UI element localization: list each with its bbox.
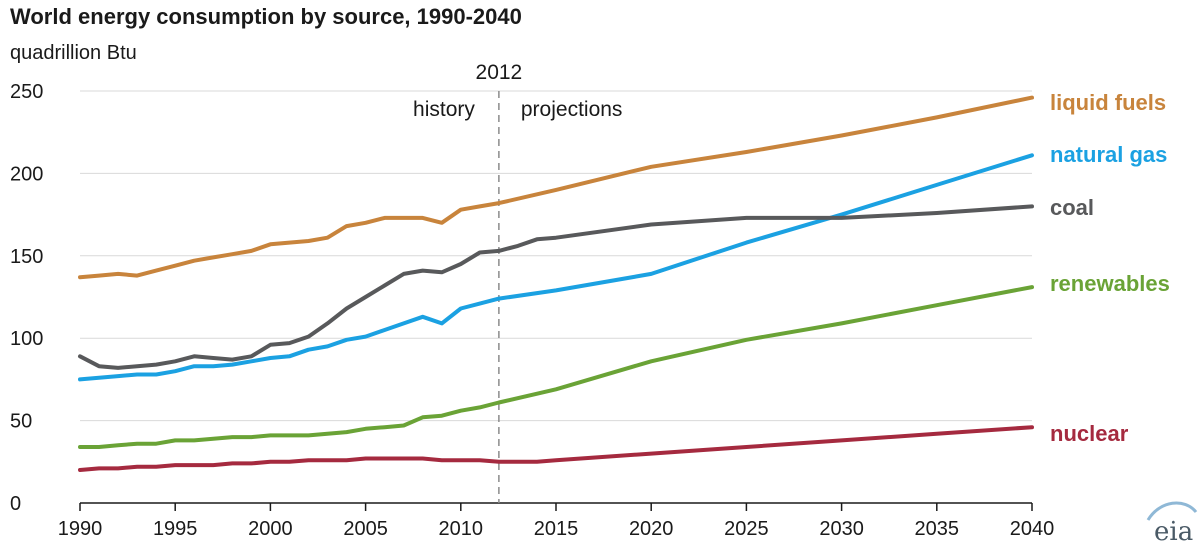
series-line-coal (78, 204, 1034, 370)
x-tick-label: 2020 (629, 518, 674, 540)
logo-text: eia (1154, 517, 1193, 547)
series-labels: liquid fuels natural gas coal renewables nuc… (1050, 90, 1170, 446)
x-tick-label: 2035 (915, 518, 960, 540)
y-axis-unit-label: quadrillion Btu (10, 42, 137, 64)
series-label-nuclear: nuclear (1050, 421, 1129, 446)
series-line-renewables (78, 285, 1034, 449)
x-tick-label: 2025 (724, 518, 769, 540)
series-label-coal: coal (1050, 195, 1094, 220)
projections-label: projections (521, 98, 623, 121)
history-label: history (413, 98, 475, 121)
y-tick-label: 150 (10, 246, 43, 268)
axes: 0 50 100 150 200 250 1990 1995 2000 2005 2010 2015 2… (10, 81, 1054, 540)
y-tick-label: 100 (10, 328, 43, 350)
x-tick-label: 2030 (819, 518, 864, 540)
series-line-liquid-fuels (78, 95, 1034, 280)
x-tick-label: 2000 (248, 518, 293, 540)
divider-year-label: 2012 (476, 61, 523, 84)
gridlines (80, 90, 1032, 422)
eia-logo: eia (1146, 501, 1198, 547)
chart-title: World energy consumption by source, 1990… (10, 4, 522, 29)
series-line-natural-gas (78, 153, 1034, 382)
series-line-nuclear (78, 425, 1034, 472)
x-tick-label: 1995 (153, 518, 198, 540)
logo-swoosh (1146, 501, 1198, 521)
y-tick-label: 50 (10, 411, 32, 433)
x-tick-label: 2010 (439, 518, 484, 540)
x-tick-label: 1990 (58, 518, 103, 540)
series-label-renewables: renewables (1050, 271, 1170, 296)
y-tick-label: 0 (10, 493, 21, 515)
x-tick-label: 2005 (343, 518, 388, 540)
series-label-natural-gas: natural gas (1050, 142, 1167, 167)
x-tick-label: 2015 (534, 518, 579, 540)
series-label-liquid-fuels: liquid fuels (1050, 90, 1166, 115)
y-tick-label: 200 (10, 163, 43, 185)
series-lines (78, 95, 1034, 472)
x-tick-label: 2040 (1010, 518, 1055, 540)
y-tick-label: 250 (10, 81, 43, 103)
